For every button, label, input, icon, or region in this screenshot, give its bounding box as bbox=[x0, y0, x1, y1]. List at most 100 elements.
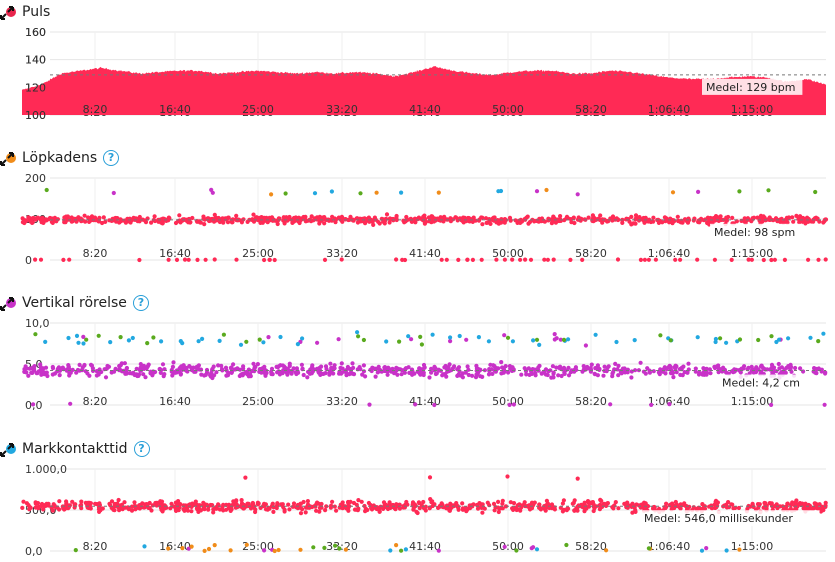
chart-vertical: 10,05,00,08:2016:4025:0033:2041:4050:005… bbox=[22, 317, 828, 412]
data-point bbox=[234, 257, 239, 262]
data-point bbox=[228, 365, 233, 370]
data-point bbox=[193, 499, 198, 504]
data-point bbox=[211, 507, 216, 512]
data-point bbox=[673, 257, 678, 262]
data-point bbox=[149, 220, 154, 225]
data-point bbox=[527, 219, 533, 225]
expand-icon[interactable] bbox=[0, 443, 14, 457]
data-point bbox=[573, 365, 579, 370]
expand-icon[interactable] bbox=[0, 152, 14, 166]
data-point bbox=[81, 334, 86, 339]
data-point bbox=[593, 332, 598, 337]
data-point bbox=[566, 373, 572, 378]
x-tick-label: 58:20 bbox=[575, 395, 607, 408]
panel-title-text: Löpkadens bbox=[22, 150, 98, 166]
data-point bbox=[178, 365, 183, 370]
data-point bbox=[82, 213, 87, 218]
data-point bbox=[84, 337, 89, 342]
data-point bbox=[284, 215, 289, 220]
data-point bbox=[482, 506, 487, 511]
data-point bbox=[559, 373, 564, 379]
data-point bbox=[317, 505, 322, 510]
data-point bbox=[234, 498, 239, 503]
data-point bbox=[558, 505, 563, 510]
data-point bbox=[507, 364, 512, 369]
data-point bbox=[189, 509, 194, 514]
data-point bbox=[64, 368, 69, 373]
expand-icon[interactable] bbox=[0, 6, 14, 20]
data-point bbox=[670, 501, 675, 506]
data-point bbox=[687, 504, 692, 509]
data-point bbox=[479, 257, 484, 262]
data-point bbox=[64, 501, 69, 506]
data-point bbox=[176, 499, 181, 504]
data-point bbox=[226, 370, 231, 375]
data-point bbox=[263, 507, 269, 512]
data-point bbox=[805, 219, 810, 224]
data-point bbox=[160, 362, 166, 367]
y-tick-label: 120 bbox=[25, 81, 46, 94]
data-point bbox=[782, 257, 788, 262]
data-point bbox=[658, 333, 663, 338]
data-point bbox=[278, 334, 283, 340]
data-point bbox=[33, 332, 38, 337]
data-point bbox=[406, 365, 411, 370]
data-point bbox=[514, 548, 519, 553]
data-point bbox=[685, 220, 691, 225]
data-point bbox=[790, 215, 795, 220]
data-point bbox=[678, 506, 683, 511]
data-point bbox=[199, 372, 204, 377]
data-point bbox=[210, 375, 215, 381]
data-point bbox=[44, 187, 49, 193]
data-point bbox=[523, 257, 528, 262]
data-point bbox=[291, 215, 297, 221]
data-point bbox=[546, 369, 551, 374]
data-point bbox=[337, 546, 342, 551]
x-tick-label: 58:20 bbox=[575, 103, 607, 116]
data-point bbox=[793, 500, 798, 505]
x-tick-label: 16:40 bbox=[159, 103, 191, 116]
help-icon[interactable]: ? bbox=[103, 150, 120, 166]
data-point bbox=[502, 257, 507, 262]
data-point bbox=[122, 361, 127, 366]
data-point bbox=[422, 365, 427, 370]
data-point bbox=[416, 215, 421, 220]
data-point bbox=[211, 510, 216, 515]
x-tick-label: 1:15:00 bbox=[731, 103, 773, 116]
data-point bbox=[546, 505, 551, 510]
data-point bbox=[87, 219, 92, 224]
data-point bbox=[281, 218, 286, 223]
data-point bbox=[551, 371, 556, 376]
data-point bbox=[186, 217, 191, 222]
data-point bbox=[534, 189, 540, 194]
expand-icon[interactable] bbox=[0, 297, 14, 311]
x-tick-label: 33:20 bbox=[326, 103, 358, 116]
x-tick-label: 1:06:40 bbox=[648, 395, 690, 408]
data-point bbox=[707, 504, 712, 509]
data-point bbox=[651, 219, 656, 224]
data-point bbox=[376, 219, 381, 224]
data-point bbox=[373, 374, 378, 379]
help-icon[interactable]: ? bbox=[133, 441, 150, 457]
data-point bbox=[518, 508, 523, 513]
data-point bbox=[251, 212, 256, 217]
data-point bbox=[309, 214, 314, 219]
help-icon[interactable]: ? bbox=[132, 295, 149, 311]
data-point bbox=[611, 506, 616, 511]
data-point bbox=[696, 189, 701, 194]
data-point bbox=[429, 366, 434, 371]
data-point bbox=[714, 505, 719, 510]
data-point bbox=[228, 548, 233, 553]
data-point bbox=[252, 369, 257, 374]
data-point bbox=[614, 339, 619, 345]
data-point bbox=[283, 191, 288, 196]
data-point bbox=[88, 362, 94, 367]
data-point bbox=[275, 221, 280, 227]
data-point bbox=[316, 367, 321, 372]
data-point bbox=[670, 190, 676, 195]
data-point bbox=[169, 501, 174, 506]
y-tick-label: 0,0 bbox=[25, 545, 43, 558]
data-point bbox=[779, 216, 784, 221]
data-point bbox=[537, 342, 542, 347]
data-point bbox=[632, 338, 637, 343]
